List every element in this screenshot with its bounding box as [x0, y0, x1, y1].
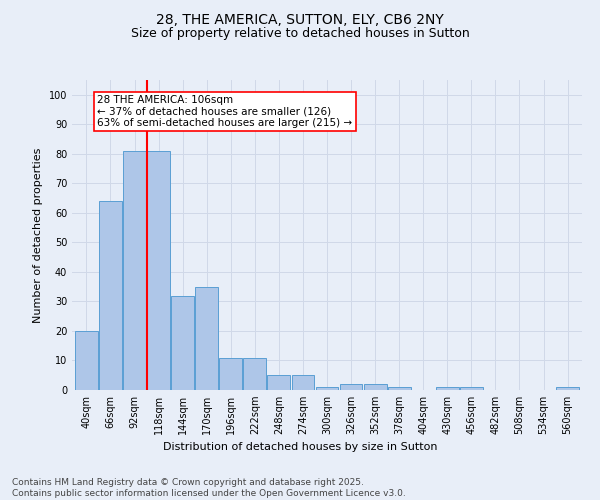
Bar	[220, 358, 242, 390]
Bar	[316, 387, 338, 390]
Bar	[388, 387, 410, 390]
Bar	[460, 387, 483, 390]
Bar	[556, 387, 579, 390]
Text: Distribution of detached houses by size in Sutton: Distribution of detached houses by size …	[163, 442, 437, 452]
Text: Contains HM Land Registry data © Crown copyright and database right 2025.
Contai: Contains HM Land Registry data © Crown c…	[12, 478, 406, 498]
Bar	[340, 384, 362, 390]
Bar	[244, 358, 266, 390]
Bar	[195, 286, 218, 390]
Bar	[436, 387, 459, 390]
Bar	[171, 296, 194, 390]
Bar	[99, 201, 122, 390]
Bar	[364, 384, 386, 390]
Bar	[123, 151, 146, 390]
Text: 28 THE AMERICA: 106sqm
← 37% of detached houses are smaller (126)
63% of semi-de: 28 THE AMERICA: 106sqm ← 37% of detached…	[97, 95, 352, 128]
Bar	[292, 375, 314, 390]
Bar	[75, 331, 98, 390]
Bar	[147, 151, 170, 390]
Text: 28, THE AMERICA, SUTTON, ELY, CB6 2NY: 28, THE AMERICA, SUTTON, ELY, CB6 2NY	[156, 12, 444, 26]
Text: Size of property relative to detached houses in Sutton: Size of property relative to detached ho…	[131, 28, 469, 40]
Bar	[268, 375, 290, 390]
Y-axis label: Number of detached properties: Number of detached properties	[33, 148, 43, 322]
